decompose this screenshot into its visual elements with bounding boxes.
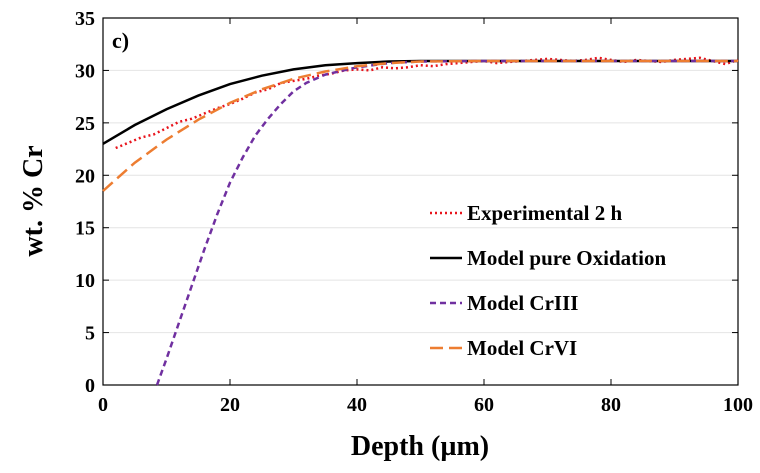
y-tick-label: 15 xyxy=(75,218,95,240)
x-tick-label: 80 xyxy=(601,394,621,416)
y-tick-label: 25 xyxy=(75,113,95,135)
y-tick-label: 0 xyxy=(85,375,95,397)
y-tick-label: 10 xyxy=(75,270,95,292)
x-tick-label: 60 xyxy=(474,394,494,416)
x-axis-label: Depth (µm) xyxy=(351,431,489,462)
x-tick-label: 40 xyxy=(347,394,367,416)
series-line xyxy=(155,59,738,386)
y-tick-label: 20 xyxy=(75,165,95,187)
legend-label: Model CrVI xyxy=(467,336,577,360)
y-tick-label: 30 xyxy=(75,60,95,82)
series-line xyxy=(102,59,738,145)
y-tick-label: 35 xyxy=(75,8,95,30)
x-tick-label: 20 xyxy=(220,394,240,416)
y-tick-label: 5 xyxy=(85,323,95,345)
legend-label: Experimental 2 h xyxy=(467,201,622,225)
y-axis-label: wt. % Cr xyxy=(18,145,49,256)
legend-label: Model pure Oxidation xyxy=(467,246,666,270)
x-tick-label: 0 xyxy=(98,394,108,416)
legend-label: Model CrIII xyxy=(467,291,578,315)
series-line xyxy=(115,56,739,150)
annotation: c) xyxy=(112,28,129,53)
series-line xyxy=(102,59,738,192)
x-tick-label: 100 xyxy=(723,394,753,416)
plot-frame xyxy=(102,17,739,386)
